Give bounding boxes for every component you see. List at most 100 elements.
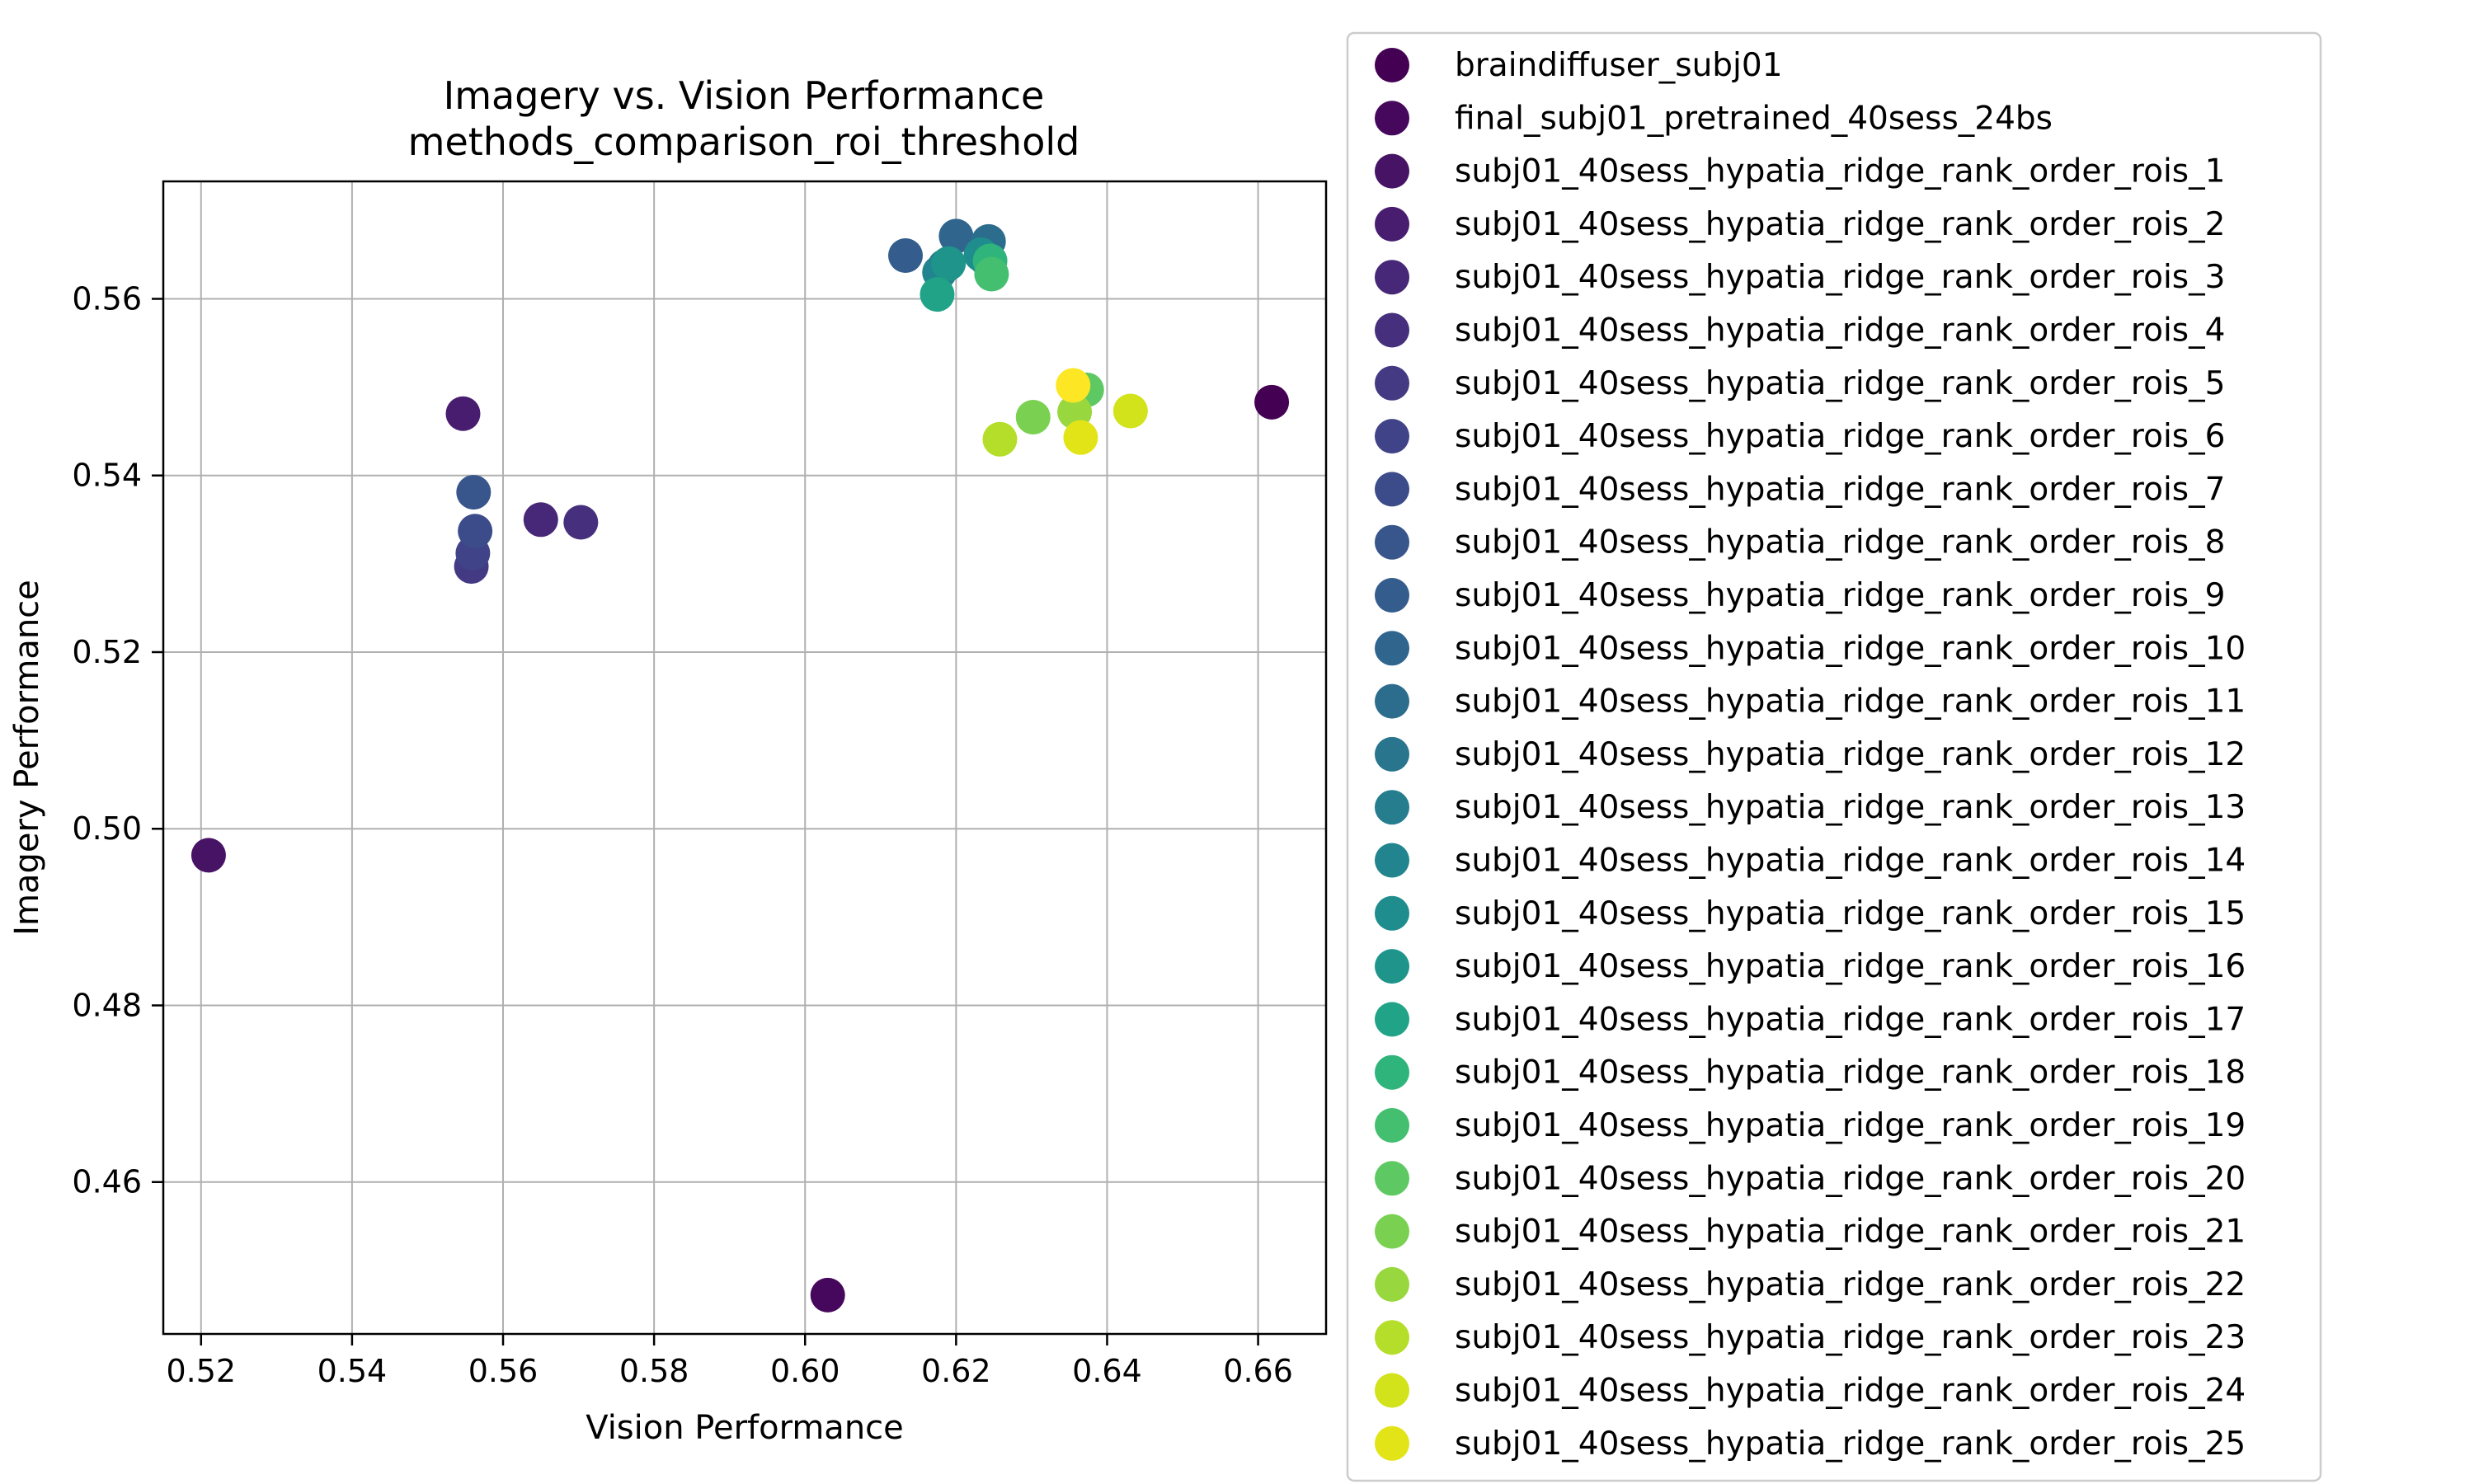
legend-marker — [1375, 1214, 1409, 1249]
legend-marker — [1375, 1320, 1409, 1355]
y-tick-label: 0.48 — [72, 987, 142, 1023]
legend-entry: subj01_40sess_hypatia_ridge_rank_order_r… — [1375, 1054, 2246, 1092]
legend-label: subj01_40sess_hypatia_ridge_rank_order_r… — [1455, 1266, 2246, 1303]
legend-entry: subj01_40sess_hypatia_ridge_rank_order_r… — [1375, 524, 2225, 561]
data-point — [445, 396, 481, 431]
x-tick-label: 0.56 — [468, 1353, 539, 1389]
x-axis-label: Vision Performance — [586, 1409, 904, 1447]
y-tick-label: 0.46 — [72, 1164, 142, 1200]
legend-entry: subj01_40sess_hypatia_ridge_rank_order_r… — [1375, 630, 2246, 667]
legend-marker — [1375, 419, 1409, 454]
legend-label: subj01_40sess_hypatia_ridge_rank_order_r… — [1455, 206, 2225, 243]
plot-background — [163, 181, 1326, 1334]
data-point — [982, 421, 1018, 457]
legend-entry: subj01_40sess_hypatia_ridge_rank_order_r… — [1375, 1373, 2246, 1410]
legend-entry: subj01_40sess_hypatia_ridge_rank_order_r… — [1375, 1107, 2246, 1144]
legend-marker — [1375, 1054, 1409, 1090]
legend-entry: subj01_40sess_hypatia_ridge_rank_order_r… — [1375, 312, 2225, 350]
legend-label: final_subj01_pretrained_40sess_24bs — [1455, 100, 2053, 137]
legend-frame — [1346, 31, 2322, 1482]
legend-entry: subj01_40sess_hypatia_ridge_rank_order_r… — [1375, 418, 2225, 455]
legend-marker — [1375, 260, 1409, 295]
legend-label: subj01_40sess_hypatia_ridge_rank_order_r… — [1455, 895, 2246, 932]
legend-entry: subj01_40sess_hypatia_ridge_rank_order_r… — [1375, 471, 2225, 508]
legend-entry: subj01_40sess_hypatia_ridge_rank_order_r… — [1375, 843, 2246, 880]
legend-marker — [1375, 578, 1409, 613]
legend-marker — [1375, 895, 1409, 931]
y-axis-label: Imagery Performance — [8, 580, 46, 936]
legend-label: subj01_40sess_hypatia_ridge_rank_order_r… — [1455, 1425, 2246, 1463]
legend-label: subj01_40sess_hypatia_ridge_rank_order_r… — [1455, 418, 2225, 455]
legend-label: subj01_40sess_hypatia_ridge_rank_order_r… — [1455, 1160, 2246, 1197]
legend-label: subj01_40sess_hypatia_ridge_rank_order_r… — [1455, 1214, 2246, 1251]
x-tick-label: 0.64 — [1072, 1353, 1142, 1389]
legend-marker — [1375, 472, 1409, 507]
legend-marker — [1375, 48, 1409, 82]
legend-entry: subj01_40sess_hypatia_ridge_rank_order_r… — [1375, 365, 2225, 402]
legend-marker — [1375, 1425, 1409, 1461]
legend-marker — [1375, 683, 1409, 719]
legend-label: subj01_40sess_hypatia_ridge_rank_order_r… — [1455, 471, 2225, 508]
legend-entry: final_subj01_pretrained_40sess_24bs — [1375, 100, 2053, 137]
data-point — [1015, 400, 1051, 435]
legend-entry: subj01_40sess_hypatia_ridge_rank_order_r… — [1375, 153, 2225, 190]
data-point — [1254, 384, 1290, 420]
data-point — [810, 1277, 845, 1313]
legend-entry: subj01_40sess_hypatia_ridge_rank_order_r… — [1375, 1214, 2246, 1251]
legend-label: subj01_40sess_hypatia_ridge_rank_order_r… — [1455, 312, 2225, 350]
data-point — [938, 218, 974, 254]
legend-marker — [1375, 312, 1409, 348]
legend-label: subj01_40sess_hypatia_ridge_rank_order_r… — [1455, 1107, 2246, 1144]
data-point — [1063, 420, 1098, 455]
legend-marker — [1375, 101, 1409, 136]
x-tick-label: 0.62 — [921, 1353, 991, 1389]
legend-entry: subj01_40sess_hypatia_ridge_rank_order_r… — [1375, 1319, 2246, 1356]
axis-ticks: 0.52 0.54 0.56 0.58 0.60 0.62 0.64 0.66 0.46 0.48… — [72, 280, 1293, 1389]
legend-label: subj01_40sess_hypatia_ridge_rank_order_r… — [1455, 577, 2225, 614]
legend-entry: subj01_40sess_hypatia_ridge_rank_order_r… — [1375, 1001, 2246, 1038]
legend: braindiffuser_subj01 final_subj01_pretrai… — [1346, 31, 2322, 1482]
legend-marker — [1375, 153, 1409, 189]
legend-entry: subj01_40sess_hypatia_ridge_rank_order_r… — [1375, 895, 2246, 932]
x-tick-label: 0.66 — [1223, 1353, 1293, 1389]
y-tick-label: 0.54 — [72, 458, 142, 494]
x-tick-label: 0.52 — [166, 1353, 236, 1389]
legend-marker — [1375, 365, 1409, 401]
legend-entry: subj01_40sess_hypatia_ridge_rank_order_r… — [1375, 1266, 2246, 1303]
legend-label: subj01_40sess_hypatia_ridge_rank_order_r… — [1455, 1319, 2246, 1356]
chart-subtitle: methods_comparison_roi_threshold — [408, 120, 1080, 164]
legend-marker — [1375, 736, 1409, 772]
legend-label: subj01_40sess_hypatia_ridge_rank_order_r… — [1455, 259, 2225, 296]
data-point — [931, 246, 967, 281]
legend-marker — [1375, 1002, 1409, 1037]
legend-entry: subj01_40sess_hypatia_ridge_rank_order_r… — [1375, 1160, 2246, 1197]
legend-label: subj01_40sess_hypatia_ridge_rank_order_r… — [1455, 736, 2246, 773]
legend-marker — [1375, 1373, 1409, 1408]
legend-entry: subj01_40sess_hypatia_ridge_rank_order_r… — [1375, 259, 2225, 296]
data-point — [1056, 368, 1091, 403]
legend-entry: subj01_40sess_hypatia_ridge_rank_order_r… — [1375, 683, 2246, 721]
legend-items: braindiffuser_subj01 final_subj01_pretrai… — [1375, 47, 2246, 1463]
legend-label: subj01_40sess_hypatia_ridge_rank_order_r… — [1455, 789, 2246, 826]
data-point — [563, 505, 599, 540]
legend-entry: subj01_40sess_hypatia_ridge_rank_order_r… — [1375, 577, 2225, 614]
data-point — [190, 838, 226, 873]
data-point — [888, 237, 924, 273]
legend-label: subj01_40sess_hypatia_ridge_rank_order_r… — [1455, 1001, 2246, 1038]
legend-marker — [1375, 524, 1409, 560]
data-points — [190, 218, 1290, 1313]
x-tick-label: 0.58 — [619, 1353, 689, 1389]
legend-marker — [1375, 790, 1409, 825]
legend-entry: subj01_40sess_hypatia_ridge_rank_order_r… — [1375, 789, 2246, 826]
legend-entry: subj01_40sess_hypatia_ridge_rank_order_r… — [1375, 948, 2246, 985]
x-tick-label: 0.60 — [770, 1353, 840, 1389]
data-point — [974, 256, 1009, 292]
legend-marker — [1375, 949, 1409, 984]
plot-frame — [162, 180, 1328, 1336]
legend-marker — [1375, 631, 1409, 666]
data-point — [920, 277, 955, 312]
legend-entry: subj01_40sess_hypatia_ridge_rank_order_r… — [1375, 206, 2225, 243]
legend-marker — [1375, 206, 1409, 242]
legend-entry: braindiffuser_subj01 — [1375, 47, 1783, 84]
